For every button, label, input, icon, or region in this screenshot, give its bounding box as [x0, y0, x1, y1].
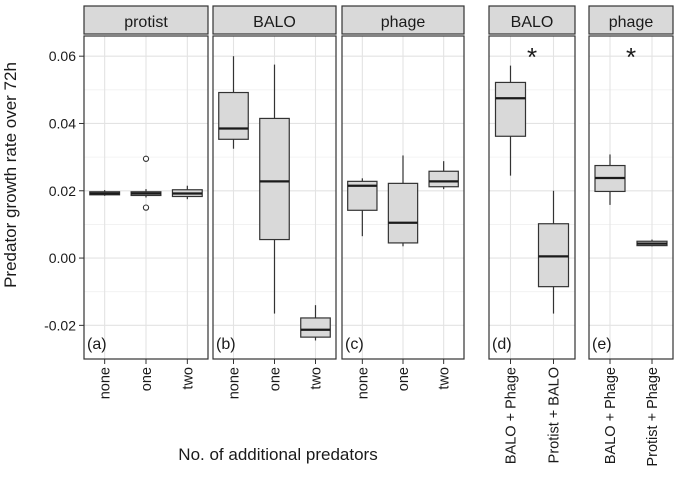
panel-1: protist (a) none one two	[83, 5, 209, 399]
significance-asterisk: *	[626, 42, 636, 72]
box-2	[537, 190, 570, 314]
y-tick-label: 0.00	[49, 250, 76, 266]
box-iqr	[300, 317, 331, 338]
facet-strip	[341, 5, 465, 35]
box-iqr	[494, 81, 527, 137]
box-1	[347, 178, 378, 237]
box-iqr	[428, 170, 459, 188]
panel-3: phage (c) none one two	[341, 5, 465, 399]
panel-tag: (a)	[87, 336, 107, 353]
box-1	[89, 190, 121, 196]
panel-tag: (e)	[592, 336, 612, 353]
outlier-point	[142, 204, 150, 211]
facet-strip	[488, 5, 576, 35]
panel-background	[589, 36, 673, 359]
box-1	[494, 65, 527, 176]
x-tick-label: Protist + Phage	[645, 367, 661, 467]
x-tick-label: one	[139, 367, 155, 391]
x-tick-label: one	[396, 367, 412, 391]
x-tick-label: BALO + Phage	[504, 367, 520, 464]
box-2	[259, 64, 290, 314]
y-tick-label: 0.04	[49, 115, 76, 131]
panel-border	[488, 35, 576, 360]
panel-tag: (c)	[345, 336, 364, 353]
box-1	[218, 56, 249, 149]
box-3	[428, 161, 459, 190]
box-iqr	[218, 91, 249, 140]
facet-title: phage	[381, 14, 426, 31]
x-tick-label: none	[227, 367, 243, 399]
facet-title: phage	[609, 14, 654, 31]
box-3	[171, 185, 203, 200]
box-2	[130, 155, 162, 211]
panel-2: BALO (b) none one two	[212, 5, 337, 399]
x-tick-label: two	[309, 367, 325, 390]
x-axis-title: No. of additional predators	[178, 445, 377, 464]
y-axis: 0.06 0.04 0.02 0.00 -0.02	[44, 48, 84, 333]
y-axis-title: Predator growth rate over 72h	[1, 62, 20, 288]
panel-4: BALO (d) * BALO + Phage Protist + BALO	[488, 5, 576, 464]
x-tick-label: Protist + BALO	[547, 367, 563, 463]
facet-strip	[212, 5, 337, 35]
y-tick-label: -0.02	[44, 317, 76, 333]
significance-asterisk: *	[527, 42, 537, 72]
panel-tag: (d)	[492, 336, 512, 353]
facet-title: BALO	[253, 14, 296, 31]
box-iqr	[537, 223, 570, 288]
panel-5: phage (e) * BALO + Phage Protist + Phage	[588, 5, 674, 467]
box-iqr	[387, 182, 419, 244]
x-tick-label: one	[268, 367, 284, 391]
x-tick-label: none	[98, 367, 114, 399]
panel-tag: (b)	[216, 336, 236, 353]
x-tick-label: two	[180, 367, 196, 390]
panel-border	[588, 35, 674, 360]
box-1	[594, 154, 626, 205]
box-2	[387, 155, 419, 247]
box-3	[300, 305, 331, 341]
facet-title: protist	[124, 14, 168, 31]
facet-title: BALO	[511, 14, 554, 31]
x-tick-label: two	[437, 367, 453, 390]
y-tick-label: 0.06	[49, 48, 76, 64]
y-tick-label: 0.02	[49, 183, 76, 199]
outlier-point	[142, 155, 150, 162]
x-tick-label: BALO + Phage	[603, 367, 619, 464]
box-2	[636, 239, 668, 247]
facet-strip	[588, 5, 674, 35]
facet-strip	[83, 5, 209, 35]
x-tick-label: none	[355, 367, 371, 399]
box-iqr	[259, 117, 290, 241]
